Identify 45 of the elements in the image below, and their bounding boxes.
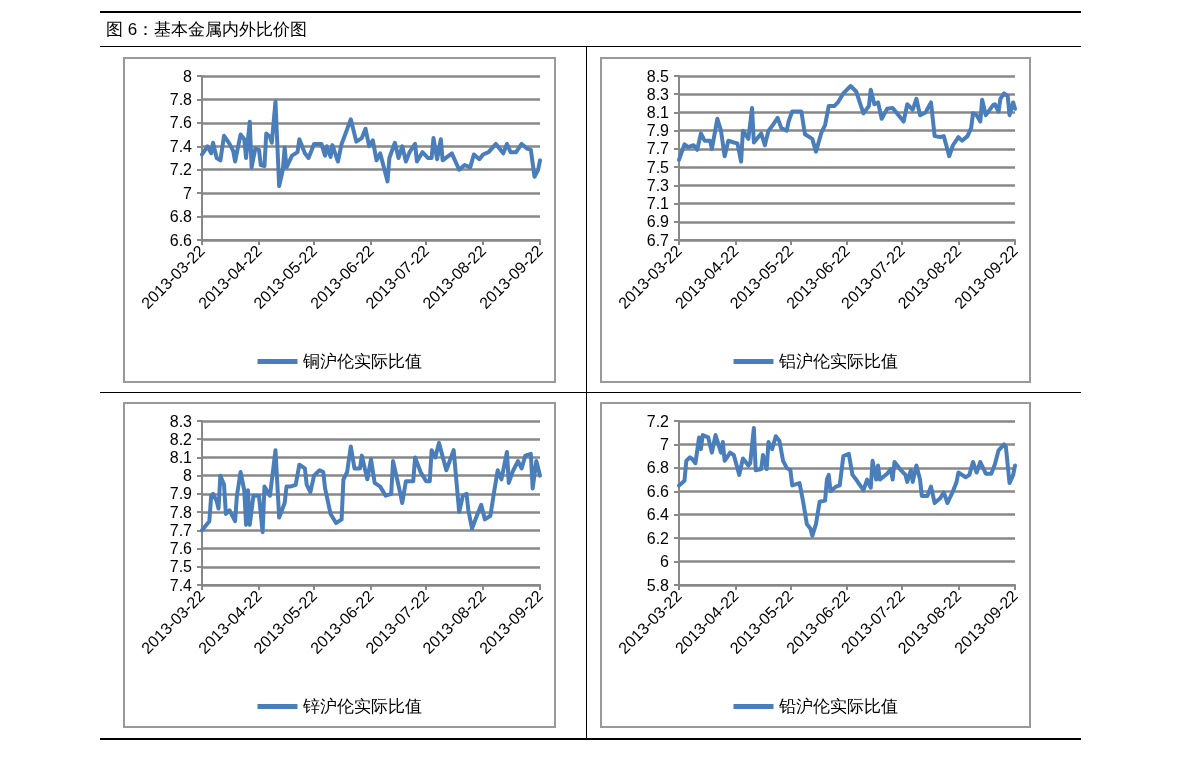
y-tick-label: 7.3	[646, 176, 670, 194]
y-tick-label: 7.9	[646, 122, 670, 140]
y-tick-label: 6	[660, 553, 670, 571]
y-tick-label: 8.3	[646, 85, 670, 103]
line-series	[200, 440, 542, 535]
legend-label: 铜沪伦实际比值	[301, 352, 422, 371]
line-series	[677, 84, 1017, 164]
y-tick-label: 7.8	[169, 503, 193, 521]
y-tick-label: 6.6	[646, 482, 670, 500]
y-tick-label: 7.4	[169, 137, 193, 155]
chart-title: 图 6：基本金属内外比价图	[106, 19, 308, 41]
y-tick-label: 7.7	[646, 140, 670, 158]
y-tick-label: 6.9	[646, 213, 670, 231]
line-series	[677, 426, 1017, 538]
y-tick-label: 8.5	[646, 67, 670, 85]
y-tick-label: 7.6	[169, 114, 193, 132]
y-tick-label: 7	[183, 184, 193, 202]
y-tick-label: 7	[660, 435, 670, 453]
y-tick-label: 7.1	[646, 195, 670, 213]
y-tick-label: 6.8	[169, 208, 193, 226]
line-series	[200, 99, 542, 189]
y-tick-label: 7.5	[646, 158, 670, 176]
y-tick-label: 6.2	[646, 529, 670, 547]
y-tick-label: 8.1	[646, 103, 670, 121]
y-tick-label: 5.8	[646, 576, 670, 594]
y-tick-label: 8	[183, 467, 193, 485]
y-tick-label: 6.6	[169, 231, 193, 249]
y-tick-label: 6.4	[646, 506, 670, 524]
y-tick-label: 6.8	[646, 459, 670, 477]
y-tick-label: 7.9	[169, 485, 193, 503]
y-tick-label: 7.4	[169, 576, 193, 594]
y-tick-label: 7.8	[169, 90, 193, 108]
legend-label: 铝沪伦实际比值	[777, 352, 898, 371]
y-tick-label: 7.7	[169, 521, 193, 539]
legend-label: 铅沪伦实际比值	[777, 697, 898, 716]
y-tick-label: 6.7	[646, 231, 670, 249]
y-tick-label: 7.5	[169, 558, 193, 576]
y-tick-label: 7.2	[646, 412, 670, 430]
y-tick-label: 8.1	[169, 448, 193, 466]
y-tick-label: 8.2	[169, 430, 193, 448]
y-tick-label: 7.2	[169, 161, 193, 179]
legend-label: 锌沪伦实际比值	[301, 697, 422, 716]
y-tick-label: 8	[183, 67, 193, 85]
y-tick-label: 8.3	[169, 412, 193, 430]
y-tick-label: 7.6	[169, 540, 193, 558]
